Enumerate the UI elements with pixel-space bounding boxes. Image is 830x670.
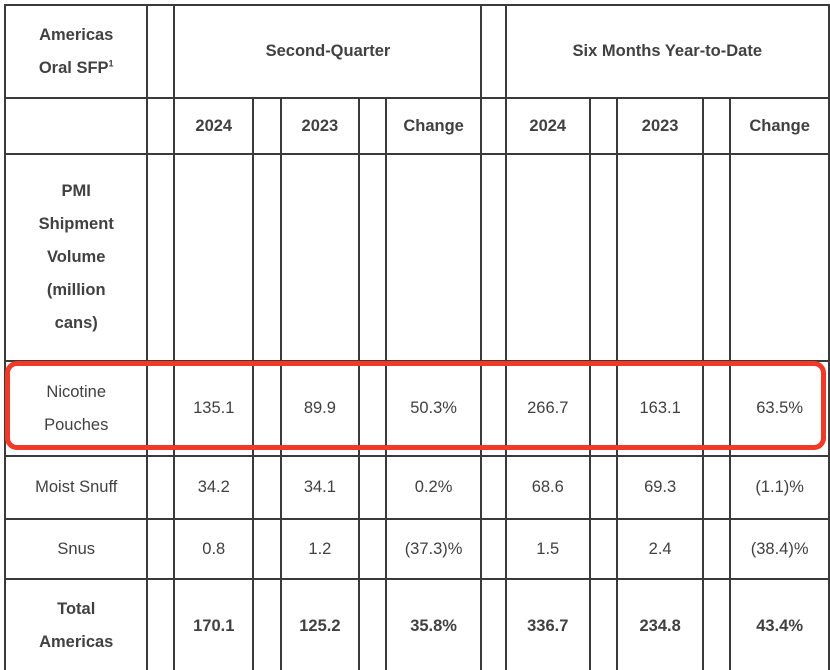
value-cell: 336.7 xyxy=(504,578,591,670)
spacer-cell xyxy=(146,4,176,99)
value-cell: 2.4 xyxy=(615,518,705,580)
row-label: Moist Snuff xyxy=(3,455,149,520)
column-header-row: 2024 2023 Change 2024 2023 Change xyxy=(3,97,830,155)
spacer-cell xyxy=(588,455,618,520)
value-cell: 34.2 xyxy=(173,455,255,520)
value-cell: 266.7 xyxy=(504,360,591,457)
value-cell: 0.8 xyxy=(173,518,255,580)
column-header-6m-change: Change xyxy=(729,97,830,155)
spacer-cell xyxy=(588,97,618,155)
table-title-cell: Americas Oral SFP1 xyxy=(3,4,149,99)
column-header-q2-change: Change xyxy=(384,97,483,155)
value-cell: 170.1 xyxy=(173,578,255,670)
group-header-second-quarter: Second-Quarter xyxy=(173,4,483,99)
table-row: Total Americas 170.1 125.2 35.8% 336.7 234.8 4… xyxy=(3,578,830,670)
table-row-highlighted: Nicotine Pouches 135.1 89.9 50.3% 266.7 163.1… xyxy=(3,360,830,457)
spacer-cell xyxy=(702,360,732,457)
empty-corner-cell xyxy=(3,97,149,155)
table-row: Snus 0.8 1.2 (37.3)% 1.5 2.4 (38.4)% xyxy=(3,518,830,580)
value-cell xyxy=(280,153,360,362)
value-cell: 89.9 xyxy=(280,360,360,457)
spacer-cell xyxy=(588,153,618,362)
spacer-cell xyxy=(252,360,283,457)
spacer-cell xyxy=(146,578,176,670)
row-label: Snus xyxy=(3,518,149,580)
column-header-6m-2023: 2023 xyxy=(615,97,705,155)
value-cell xyxy=(504,153,591,362)
spacer-cell xyxy=(146,360,176,457)
value-cell xyxy=(729,153,830,362)
spacer-cell xyxy=(588,360,618,457)
value-cell: 68.6 xyxy=(504,455,591,520)
spacer-cell xyxy=(480,578,507,670)
value-cell: (37.3)% xyxy=(384,518,483,580)
table-title-line2: Oral SFP1 xyxy=(38,58,114,77)
spacer-cell xyxy=(357,578,387,670)
spacer-cell xyxy=(480,455,507,520)
spacer-cell xyxy=(146,97,176,155)
spacer-cell xyxy=(480,360,507,457)
spacer-cell xyxy=(252,455,283,520)
value-cell: 125.2 xyxy=(280,578,360,670)
value-cell: 35.8% xyxy=(384,578,483,670)
spacer-cell xyxy=(252,518,283,580)
table-title-line1: Americas xyxy=(39,25,114,44)
value-cell: (38.4)% xyxy=(729,518,830,580)
value-cell: 34.1 xyxy=(280,455,360,520)
value-cell: 135.1 xyxy=(173,360,255,457)
value-cell xyxy=(173,153,255,362)
spacer-cell xyxy=(480,518,507,580)
value-cell xyxy=(384,153,483,362)
value-cell: 1.5 xyxy=(504,518,591,580)
spacer-cell xyxy=(480,153,507,362)
spacer-cell xyxy=(252,97,283,155)
value-cell: 50.3% xyxy=(384,360,483,457)
spacer-cell xyxy=(252,153,283,362)
value-cell: (1.1)% xyxy=(729,455,830,520)
section-row: PMI Shipment Volume (million cans) xyxy=(3,153,830,362)
spacer-cell xyxy=(702,153,732,362)
row-label: Total Americas xyxy=(3,578,149,670)
spacer-cell xyxy=(702,518,732,580)
spacer-cell xyxy=(252,578,283,670)
value-cell: 43.4% xyxy=(729,578,830,670)
footnote-marker: 1 xyxy=(108,58,114,68)
spacer-cell xyxy=(702,578,732,670)
spacer-cell xyxy=(702,97,732,155)
value-cell: 163.1 xyxy=(615,360,705,457)
group-header-six-months: Six Months Year-to-Date xyxy=(504,4,830,99)
value-cell xyxy=(615,153,705,362)
table-row: Moist Snuff 34.2 34.1 0.2% 68.6 69.3 (1.1)% xyxy=(3,455,830,520)
value-cell: 1.2 xyxy=(280,518,360,580)
spacer-cell xyxy=(588,578,618,670)
column-header-q2-2023: 2023 xyxy=(280,97,360,155)
spacer-cell xyxy=(480,97,507,155)
spacer-cell xyxy=(357,518,387,580)
value-cell: 234.8 xyxy=(615,578,705,670)
americas-oral-sfp-table: Americas Oral SFP1 Second-Quarter Six Mon… xyxy=(3,4,830,670)
value-cell: 69.3 xyxy=(615,455,705,520)
spacer-cell xyxy=(357,97,387,155)
column-header-q2-2024: 2024 xyxy=(173,97,255,155)
spacer-cell xyxy=(357,455,387,520)
value-cell: 63.5% xyxy=(729,360,830,457)
table-body: Americas Oral SFP1 Second-Quarter Six Mon… xyxy=(3,4,830,670)
spacer-cell xyxy=(702,455,732,520)
spacer-cell xyxy=(357,360,387,457)
spacer-cell xyxy=(357,153,387,362)
spacer-cell xyxy=(146,455,176,520)
value-cell: 0.2% xyxy=(384,455,483,520)
row-label: PMI Shipment Volume (million cans) xyxy=(3,153,149,362)
spacer-cell xyxy=(146,153,176,362)
spacer-cell xyxy=(480,4,507,99)
row-label: Nicotine Pouches xyxy=(3,360,149,457)
group-header-row: Americas Oral SFP1 Second-Quarter Six Mon… xyxy=(3,4,830,99)
spacer-cell xyxy=(588,518,618,580)
column-header-6m-2024: 2024 xyxy=(504,97,591,155)
spacer-cell xyxy=(146,518,176,580)
